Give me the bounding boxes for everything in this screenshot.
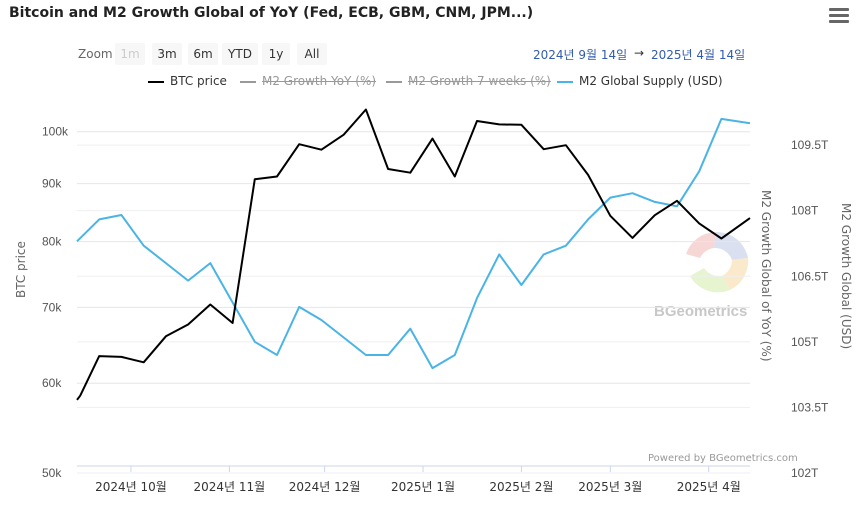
zoom-1y-button[interactable]: 1y [262,43,290,65]
x-tick-label: 2025년 2월 [489,480,553,494]
right-axis-title-supply: M2 Growth Global (USD) [839,203,853,350]
btc-price-line [76,108,751,401]
x-tick-label: 2025년 4월 [677,480,741,494]
left-tick-label: 100k [42,125,69,139]
range-to-input[interactable]: 2025년 4월 14일 [651,48,746,62]
watermark-text: BGeometrics [654,303,747,320]
x-tick-label: 2024년 10월 [95,480,167,494]
left-tick-label: 60k [42,376,62,390]
chart-title: Bitcoin and M2 Growth Global of YoY (Fed… [9,5,534,21]
zoom-label: Zoom [78,47,113,61]
right-axis-title-growth: M2 Growth Global of YoY (%) [759,190,773,362]
x-tick-label: 2025년 3월 [578,480,642,494]
line-swatch-icon [557,80,573,83]
legend-item-m2-global-supply[interactable]: M2 Global Supply (USD) [557,74,723,88]
right-tick-label: 109.5T [791,138,829,152]
line-swatch-icon [386,80,402,83]
legend-item-m2-growth-7-weeks[interactable]: M2 Growth 7 weeks (%) [386,74,551,88]
line-swatch-icon [240,80,256,83]
x-tick-label: 2024년 12월 [289,480,361,494]
legend-label: M2 Growth YoY (%) [262,74,377,88]
zoom-6m-button[interactable]: 6m [188,43,218,65]
zoom-ytd-button[interactable]: YTD [222,43,258,65]
legend-item-btc-price[interactable]: BTC price [148,74,227,88]
left-tick-label: 90k [42,177,62,191]
x-tick-label: 2025년 1월 [391,480,455,494]
right-tick-label: 105T [791,335,819,349]
right-tick-label: 108T [791,204,819,218]
zoom-3m-button[interactable]: 3m [152,43,182,65]
zoom-1m-button[interactable]: 1m [115,43,145,65]
legend-item-m2-growth-yoy[interactable]: M2 Growth YoY (%) [240,74,376,88]
m2-global-supply-line [76,117,751,370]
left-axis-title: BTC price [14,241,28,298]
legend-label: M2 Global Supply (USD) [579,74,723,88]
zoom-all-button[interactable]: All [297,43,327,65]
legend-label: M2 Growth 7 weeks (%) [408,74,551,88]
legend-label: BTC price [170,74,227,88]
hamburger-menu-icon[interactable] [829,8,849,26]
line-swatch-icon [148,80,164,83]
range-arrow: → [634,46,645,60]
left-tick-label: 50k [42,466,62,480]
credit-link[interactable]: Powered by BGeometrics.com [648,453,798,464]
right-tick-label: 102T [791,466,819,480]
left-tick-label: 70k [42,300,62,314]
right-tick-label: 103.5T [791,400,829,414]
right-tick-label: 106.5T [791,269,829,283]
left-tick-label: 80k [42,235,62,249]
range-from-input[interactable]: 2024년 9월 14일 [533,48,628,62]
x-tick-label: 2024년 11월 [194,480,266,494]
bgeometrics-logo-icon [686,231,749,293]
